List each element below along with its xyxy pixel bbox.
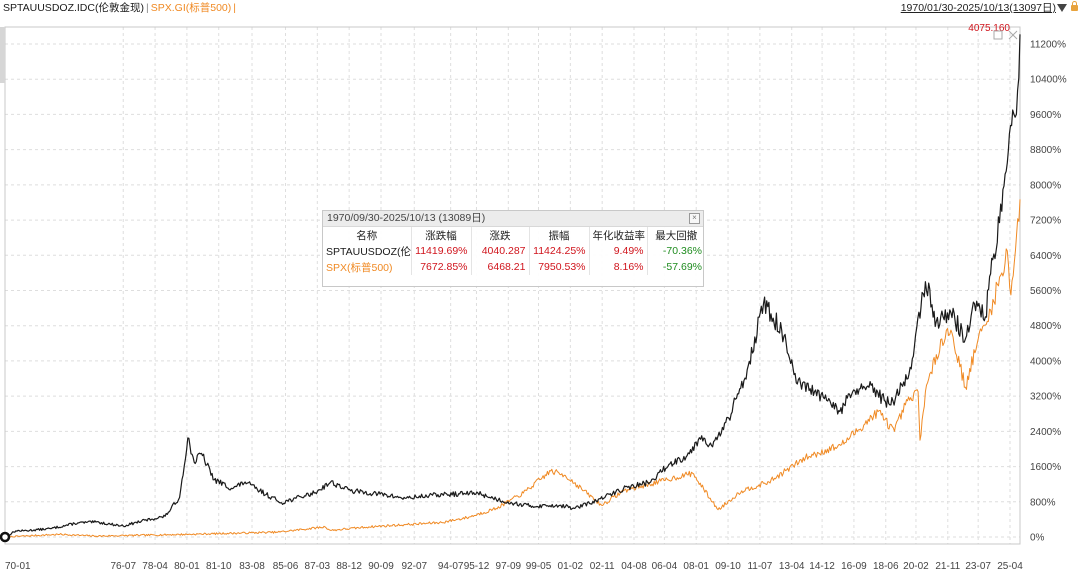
x-tick-label: 02-11 (590, 561, 615, 572)
y-tick-label: 4000% (1030, 356, 1061, 367)
x-tick-label: 14-12 (809, 561, 835, 572)
y-axis: 0% 800% 1600% 2400% 3200% 4000% 4800% 5600% 6400… (1030, 40, 1067, 544)
y-tick-label: 8000% (1030, 180, 1061, 191)
summary-row-spx[interactable]: SPX(标普500) 7672.85% 6468.21 7950.53% 8.1… (323, 259, 705, 275)
row-max-drawdown: -70.36% (646, 243, 705, 259)
x-tick-label: 09-10 (715, 561, 741, 572)
legend-spx[interactable]: SPX.GI(标普500) (150, 2, 232, 14)
left-scroll-handle[interactable] (0, 27, 5, 83)
col-header-max-drawdown: 最大回撤 (646, 227, 705, 243)
row-annual-return: 8.16% (588, 259, 647, 275)
x-tick-label: 11-07 (747, 561, 772, 572)
x-tick-label: 25-04 (997, 561, 1023, 572)
x-tick-label: 16-09 (841, 561, 867, 572)
x-tick-label: 92-07 (401, 561, 427, 572)
x-tick-label: 87-03 (305, 561, 331, 572)
close-chart-icon[interactable] (1008, 30, 1018, 40)
row-max-drawdown: -57.69% (646, 259, 705, 275)
lock-icon[interactable] (1071, 1, 1078, 11)
x-tick-label: 80-01 (174, 561, 200, 572)
series-layer (4, 34, 1021, 538)
y-tick-label: 7200% (1030, 216, 1061, 227)
x-tick-label: 20-02 (903, 561, 929, 572)
peak-value-label: 4075.160 (968, 23, 1010, 34)
start-point-handle[interactable] (0, 531, 11, 543)
row-change: 4040.287 (470, 243, 529, 259)
summary-period: 1970/09/30-2025/10/13 (13089日) (327, 212, 486, 224)
plot-border (4, 26, 1021, 545)
x-tick-label: 97-09 (496, 561, 522, 572)
legend-gold[interactable]: SPTAUUSDOZ.IDC(伦敦金现) (3, 2, 144, 14)
x-tick-label: 70-01 (5, 561, 31, 572)
summary-header-row: 名称 涨跌幅 涨跌 振幅 年化收益率 最大回撤 (323, 227, 705, 243)
date-range-text[interactable]: 1970/01/30-2025/10/13(13097日) (900, 2, 1056, 14)
y-tick-label: 11200% (1030, 40, 1066, 51)
y-tick-label: 5600% (1030, 286, 1061, 297)
col-header-annual-return: 年化收益率 (588, 227, 647, 243)
col-header-name: 名称 (356, 229, 378, 242)
x-tick-label: 04-08 (621, 561, 647, 572)
y-tick-label: 9600% (1030, 110, 1061, 121)
row-name: SPTAUUSDOZ(伦敦金 (326, 245, 411, 258)
summary-table: 名称 涨跌幅 涨跌 振幅 年化收益率 最大回撤 SPTAUUSDOZ(伦敦金 1… (323, 227, 705, 275)
dropdown-triangle-icon[interactable] (1057, 4, 1067, 12)
x-tick-label: 90-09 (368, 561, 394, 572)
row-change-pct: 7672.85% (410, 259, 471, 275)
row-amplitude: 7950.53% (528, 259, 589, 275)
row-name: SPX(标普500) (326, 261, 393, 274)
x-tick-label: 99-05 (526, 561, 552, 572)
peak-marker: 4075.160 (968, 23, 1010, 34)
y-tick-label: 1600% (1030, 462, 1061, 473)
x-axis: 70-01 76-07 78-04 80-01 81-10 83-08 85-06 87-03… (5, 561, 1023, 572)
legend-trailing-separator: | (233, 2, 236, 14)
x-tick-label: 13-04 (779, 561, 805, 572)
x-tick-label: 95-12 (464, 561, 490, 572)
row-change: 6468.21 (470, 259, 529, 275)
summary-title: 1970/09/30-2025/10/13 (13089日) × (323, 211, 703, 227)
x-tick-label: 23-07 (965, 561, 991, 572)
legend-bar: SPTAUUSDOZ.IDC(伦敦金现) | SPX.GI(标普500) | (3, 1, 238, 15)
x-tick-label: 81-10 (206, 561, 232, 572)
y-tick-label: 2400% (1030, 427, 1061, 438)
y-tick-label: 10400% (1030, 75, 1067, 86)
col-header-change: 涨跌 (470, 227, 529, 243)
col-header-change-pct: 涨跌幅 (410, 227, 471, 243)
restore-icon[interactable] (993, 30, 1003, 40)
y-tick-label: 3200% (1030, 392, 1061, 403)
date-range-selector[interactable]: 1970/01/30-2025/10/13(13097日) (901, 1, 1078, 15)
x-tick-label: 83-08 (239, 561, 265, 572)
y-tick-label: 6400% (1030, 251, 1061, 262)
x-tick-label: 01-02 (558, 561, 584, 572)
y-tick-label: 800% (1030, 497, 1056, 508)
close-icon[interactable]: × (689, 213, 700, 224)
summary-row-gold[interactable]: SPTAUUSDOZ(伦敦金 11419.69% 4040.287 11424.… (323, 243, 705, 259)
y-tick-label: 0% (1030, 533, 1045, 544)
x-tick-label: 18-06 (873, 561, 899, 572)
x-tick-label: 21-11 (935, 561, 960, 572)
x-tick-label: 88-12 (336, 561, 362, 572)
row-change-pct: 11419.69% (410, 243, 471, 259)
y-tick-label: 4800% (1030, 321, 1061, 332)
x-tick-label: 78-04 (142, 561, 168, 572)
row-annual-return: 9.49% (588, 243, 647, 259)
x-tick-label: 85-06 (273, 561, 299, 572)
legend-separator: | (145, 2, 149, 14)
row-amplitude: 11424.25% (528, 243, 589, 259)
series-line-gold (4, 34, 1021, 538)
x-tick-label: 08-01 (683, 561, 709, 572)
y-tick-label: 8800% (1030, 145, 1061, 156)
x-tick-label: 94-07 (438, 561, 464, 572)
x-tick-label: 06-04 (652, 561, 678, 572)
x-tick-label: 76-07 (110, 561, 136, 572)
series-line-spx (5, 199, 1021, 538)
period-summary-panel: 1970/09/30-2025/10/13 (13089日) × 名称 涨跌幅 … (322, 210, 705, 287)
col-header-amplitude: 振幅 (528, 227, 589, 243)
